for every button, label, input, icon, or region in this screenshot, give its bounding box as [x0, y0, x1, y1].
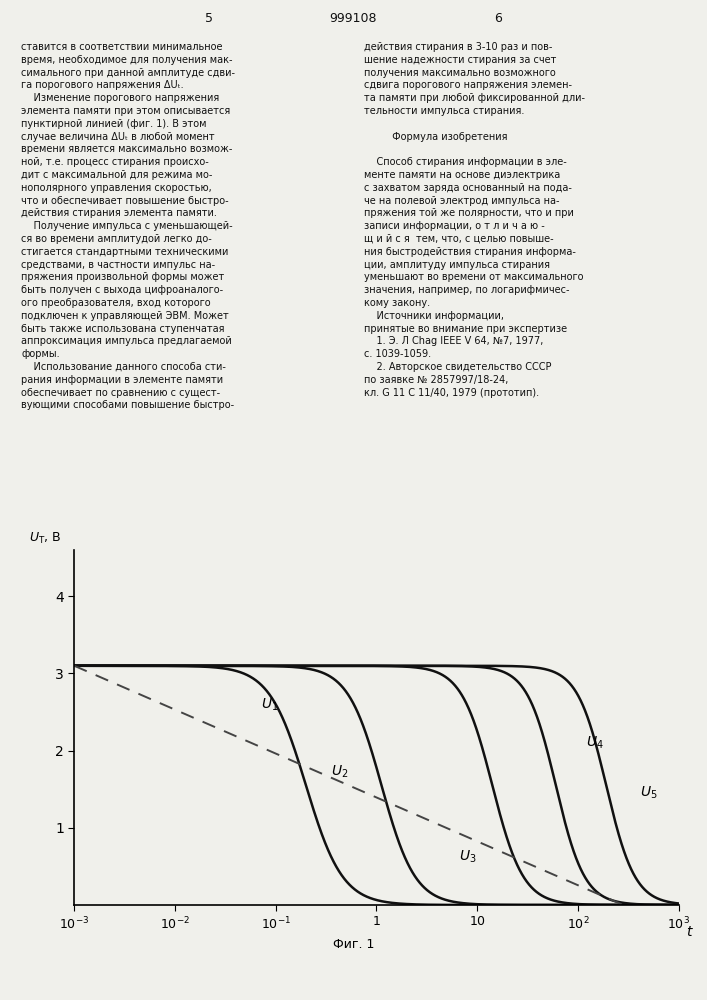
Text: 999108: 999108 — [329, 12, 378, 25]
Text: $\mathit{U}_1$: $\mathit{U}_1$ — [261, 696, 278, 713]
Text: Фиг. 1: Фиг. 1 — [333, 938, 374, 951]
Text: $U_\mathrm{T}$, В: $U_\mathrm{T}$, В — [29, 531, 62, 546]
Text: $t$: $t$ — [686, 925, 694, 939]
Text: $\mathit{U}_5$: $\mathit{U}_5$ — [641, 785, 658, 801]
Text: 5: 5 — [204, 12, 213, 25]
Text: 6: 6 — [494, 12, 503, 25]
Text: $\mathit{U}_2$: $\mathit{U}_2$ — [331, 764, 349, 780]
Text: действия стирания в 3-10 раз и пов-
шение надежности стирания за счет
получения : действия стирания в 3-10 раз и пов- шени… — [364, 42, 585, 398]
Text: $\mathit{U}_4$: $\mathit{U}_4$ — [586, 735, 604, 751]
Text: $\mathit{U}_3$: $\mathit{U}_3$ — [459, 849, 477, 865]
Text: ставится в соответствии минимальное
время, необходимое для получения мак-
сималь: ставится в соответствии минимальное врем… — [21, 42, 235, 410]
